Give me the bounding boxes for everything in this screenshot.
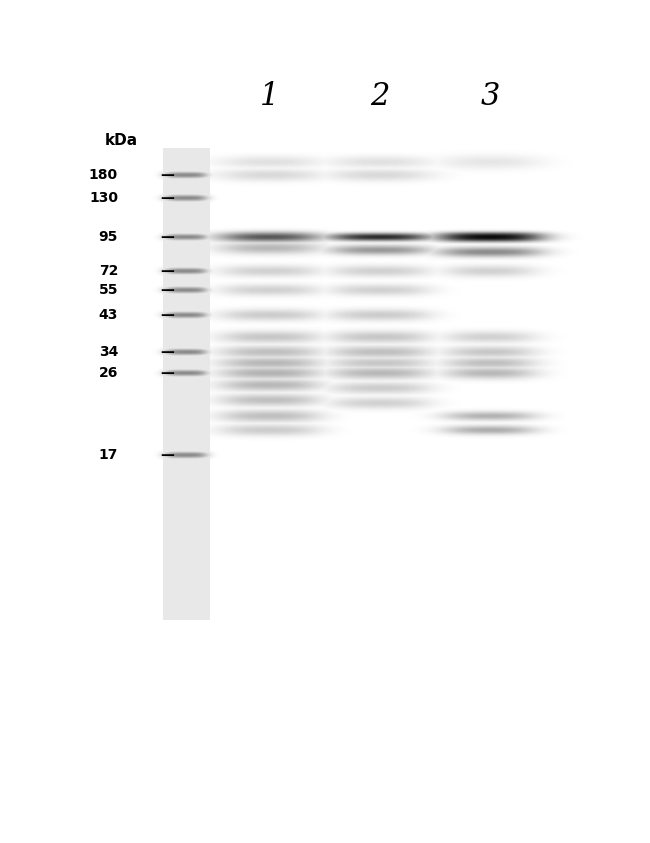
Text: 72: 72 [99, 264, 118, 278]
Text: —: — [160, 168, 174, 182]
Text: —: — [160, 283, 174, 297]
Text: 26: 26 [99, 366, 118, 380]
Text: —: — [160, 345, 174, 359]
Text: 1: 1 [260, 81, 280, 112]
Text: 17: 17 [99, 448, 118, 462]
Text: —: — [160, 308, 174, 322]
Text: 55: 55 [99, 283, 118, 297]
Text: 95: 95 [99, 230, 118, 244]
Text: —: — [160, 264, 174, 278]
Text: 2: 2 [370, 81, 390, 112]
Text: kDa: kDa [105, 133, 138, 148]
Text: —: — [160, 191, 174, 205]
Text: —: — [160, 366, 174, 380]
Text: 34: 34 [99, 345, 118, 359]
Text: 130: 130 [89, 191, 118, 205]
Text: 3: 3 [480, 81, 500, 112]
Text: 43: 43 [99, 308, 118, 322]
Text: 180: 180 [89, 168, 118, 182]
Text: —: — [160, 230, 174, 244]
Text: —: — [160, 448, 174, 462]
